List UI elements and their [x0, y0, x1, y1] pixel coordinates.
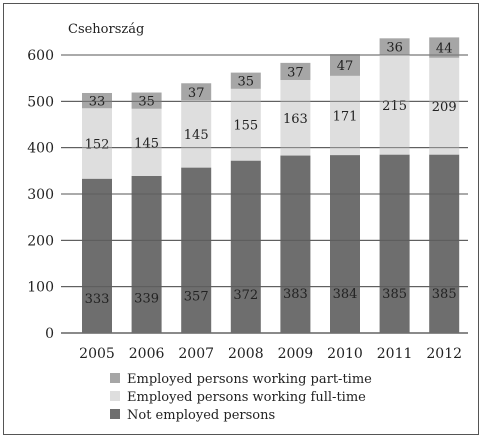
x-axis-labels: 2005 2006 2007 2008 2009 2010 2011 2012 — [79, 346, 462, 362]
bar-segment — [230, 160, 261, 333]
bar-segment — [280, 155, 311, 333]
data-label: 33 — [89, 95, 106, 110]
legend-entry: Employed persons working full-time — [127, 390, 366, 405]
x-tick-label: 2011 — [377, 346, 413, 362]
x-tick-label: 2006 — [129, 346, 165, 362]
data-label: 372 — [233, 288, 258, 303]
bar-segment — [429, 57, 460, 155]
bar-segment — [429, 154, 460, 333]
data-label: 339 — [134, 291, 159, 306]
data-label: 35 — [138, 95, 155, 110]
bar-segment — [230, 88, 261, 161]
legend-swatch — [110, 409, 120, 419]
data-label: 35 — [238, 75, 255, 90]
bar-segment — [82, 108, 112, 179]
data-label: 37 — [188, 86, 205, 101]
bar-segment — [82, 178, 112, 333]
data-label: 384 — [333, 287, 358, 302]
data-label: 357 — [184, 290, 209, 305]
x-tick-label: 2005 — [79, 346, 115, 362]
bar-segment — [230, 72, 261, 89]
y-tick-label: 200 — [27, 233, 54, 249]
data-label: 171 — [333, 109, 358, 124]
legend-swatch — [110, 373, 120, 383]
y-axis-labels: 0 100 200 300 400 500 600 — [27, 48, 54, 342]
y-tick-label: 300 — [27, 187, 54, 203]
y-tick-label: 100 — [27, 280, 54, 296]
x-tick-label: 2012 — [426, 346, 462, 362]
data-label: 145 — [134, 136, 159, 151]
legend-entry: Not employed persons — [127, 408, 275, 423]
data-label: 209 — [432, 100, 457, 115]
y-tick-label: 500 — [27, 94, 54, 110]
data-label: 44 — [436, 42, 453, 57]
x-tick-label: 2008 — [228, 346, 264, 362]
data-label: 333 — [85, 292, 110, 307]
legend-entry: Employed persons working part-time — [127, 372, 372, 387]
bar-segment — [280, 62, 311, 81]
bars: 333 152 33 339 145 35 357 145 37 372 155 35 383 163 37… — [61, 37, 468, 333]
data-label: 36 — [386, 41, 403, 56]
bar-segment — [379, 55, 410, 155]
data-label: 155 — [233, 119, 258, 134]
bar-segment — [330, 155, 360, 333]
chart-title: Csehország — [68, 22, 144, 37]
bar-segment — [429, 37, 460, 58]
data-label: 385 — [382, 287, 407, 302]
data-label: 47 — [337, 59, 354, 74]
y-tick-label: 0 — [45, 326, 54, 342]
bar-segment — [330, 54, 360, 76]
x-tick-label: 2007 — [178, 346, 214, 362]
bar-segment — [82, 92, 112, 109]
data-label: 163 — [283, 112, 308, 127]
legend-swatch — [110, 391, 120, 401]
bar-segment — [379, 154, 410, 333]
data-label: 145 — [184, 128, 209, 143]
x-tick-label: 2009 — [278, 346, 314, 362]
bar-segment — [379, 38, 410, 55]
data-label: 37 — [287, 65, 304, 80]
legend: Employed persons working part-time Employ… — [110, 372, 372, 423]
bar-segment — [181, 100, 212, 168]
bar-segment — [330, 75, 360, 156]
x-tick-label: 2010 — [327, 346, 363, 362]
bar-segment — [131, 92, 162, 109]
data-label: 383 — [283, 287, 308, 302]
data-label: 385 — [432, 287, 457, 302]
bar-segment — [131, 108, 162, 176]
data-label: 215 — [382, 99, 407, 114]
bar-segment — [181, 167, 212, 333]
y-tick-label: 400 — [27, 141, 54, 157]
bar-segment — [131, 175, 162, 333]
data-label: 152 — [85, 137, 110, 152]
bar-segment — [181, 83, 212, 101]
y-tick-label: 600 — [27, 48, 54, 64]
bar-segment — [280, 80, 311, 156]
